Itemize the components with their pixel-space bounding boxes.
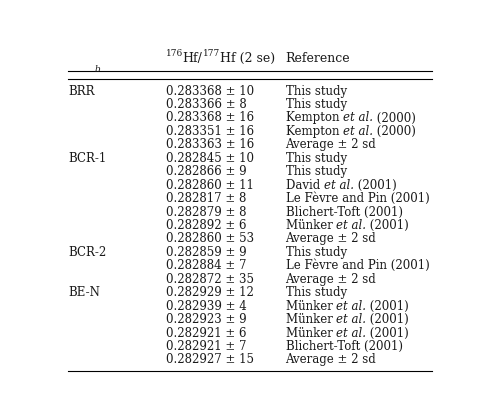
Text: 0.282884 ± 7: 0.282884 ± 7 (166, 260, 246, 272)
Text: This study: This study (286, 98, 347, 111)
Text: 0.282872 ± 35: 0.282872 ± 35 (166, 273, 254, 286)
Text: Hf/: Hf/ (183, 52, 203, 65)
Text: 176: 176 (166, 49, 183, 58)
Text: This study: This study (286, 152, 347, 165)
Text: Le Fèvre and Pin (2001): Le Fèvre and Pin (2001) (286, 260, 429, 272)
Text: Average ± 2 sd: Average ± 2 sd (286, 138, 377, 151)
Text: et al.: et al. (336, 313, 366, 326)
Text: Blichert-Toft (2001): Blichert-Toft (2001) (286, 205, 403, 218)
Text: BCR-2: BCR-2 (68, 246, 106, 259)
Text: 0.282921 ± 6: 0.282921 ± 6 (166, 327, 246, 340)
Text: Münker: Münker (286, 300, 336, 312)
Text: 0.282879 ± 8: 0.282879 ± 8 (166, 205, 246, 218)
Text: This study: This study (286, 84, 347, 97)
Text: (2000): (2000) (373, 125, 416, 138)
Text: Münker: Münker (286, 219, 336, 232)
Text: This study: This study (286, 286, 347, 299)
Text: et al.: et al. (343, 125, 373, 138)
Text: BCR-1: BCR-1 (68, 152, 106, 165)
Text: 0.283363 ± 16: 0.283363 ± 16 (166, 138, 254, 151)
Text: 0.282860 ± 53: 0.282860 ± 53 (166, 232, 254, 245)
Text: 0.282817 ± 8: 0.282817 ± 8 (166, 192, 246, 205)
Text: Kempton: Kempton (286, 111, 343, 124)
Text: Kempton: Kempton (286, 125, 343, 138)
Text: et al.: et al. (336, 219, 366, 232)
Text: 177: 177 (203, 49, 220, 58)
Text: (2000): (2000) (373, 111, 416, 124)
Text: Münker: Münker (286, 313, 336, 326)
Text: 0.283368 ± 16: 0.283368 ± 16 (166, 111, 254, 124)
Text: 0.283368 ± 10: 0.283368 ± 10 (166, 84, 254, 97)
Text: 0.282859 ± 9: 0.282859 ± 9 (166, 246, 246, 259)
Text: 0.282929 ± 12: 0.282929 ± 12 (166, 286, 254, 299)
Text: Average ± 2 sd: Average ± 2 sd (286, 232, 377, 245)
Text: 0.282923 ± 9: 0.282923 ± 9 (166, 313, 246, 326)
Text: BE-N: BE-N (68, 286, 100, 299)
Text: 0.283351 ± 16: 0.283351 ± 16 (166, 125, 254, 138)
Text: (2001): (2001) (366, 300, 409, 312)
Text: (2001): (2001) (366, 219, 409, 232)
Text: et al.: et al. (336, 300, 366, 312)
Text: 0.282939 ± 4: 0.282939 ± 4 (166, 300, 246, 312)
Text: 0.282892 ± 6: 0.282892 ± 6 (166, 219, 246, 232)
Text: Blichert-Toft (2001): Blichert-Toft (2001) (286, 340, 403, 353)
Text: (2001): (2001) (366, 327, 409, 340)
Text: et al.: et al. (343, 111, 373, 124)
Text: Hf (2 se): Hf (2 se) (220, 52, 275, 65)
Text: BRR: BRR (68, 84, 94, 97)
Text: 0.282927 ± 15: 0.282927 ± 15 (166, 354, 254, 367)
Text: Reference: Reference (286, 52, 350, 65)
Text: 0.283366 ± 8: 0.283366 ± 8 (166, 98, 246, 111)
Text: Average ± 2 sd: Average ± 2 sd (286, 273, 377, 286)
Text: 0.282860 ± 11: 0.282860 ± 11 (166, 178, 254, 192)
Text: et al.: et al. (336, 327, 366, 340)
Text: b: b (94, 65, 100, 73)
Text: Münker: Münker (286, 327, 336, 340)
Text: et al.: et al. (324, 178, 353, 192)
Text: 0.282866 ± 9: 0.282866 ± 9 (166, 165, 246, 178)
Text: (2001): (2001) (353, 178, 396, 192)
Text: This study: This study (286, 165, 347, 178)
Text: Average ± 2 sd: Average ± 2 sd (286, 354, 377, 367)
Text: (2001): (2001) (366, 313, 409, 326)
Text: 0.282921 ± 7: 0.282921 ± 7 (166, 340, 246, 353)
Text: David: David (286, 178, 324, 192)
Text: Le Fèvre and Pin (2001): Le Fèvre and Pin (2001) (286, 192, 429, 205)
Text: 0.282845 ± 10: 0.282845 ± 10 (166, 152, 254, 165)
Text: This study: This study (286, 246, 347, 259)
